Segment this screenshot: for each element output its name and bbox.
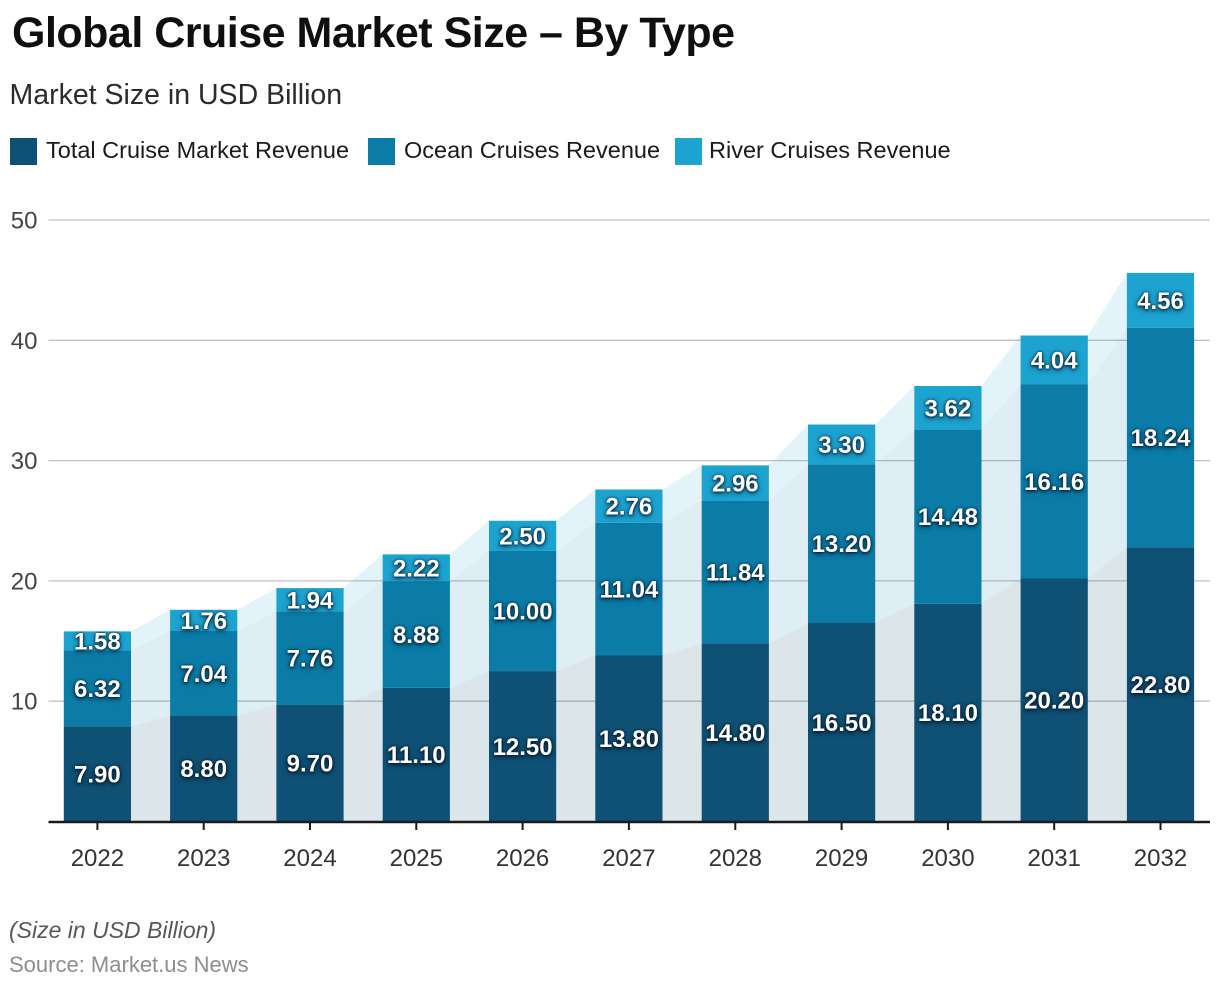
- svg-text:16.50: 16.50: [812, 710, 872, 737]
- svg-text:10: 10: [11, 689, 38, 716]
- svg-text:2030: 2030: [921, 845, 974, 872]
- svg-text:4.04: 4.04: [1031, 347, 1078, 374]
- svg-text:20: 20: [11, 568, 38, 595]
- svg-text:18.10: 18.10: [918, 700, 978, 727]
- svg-text:4.56: 4.56: [1137, 288, 1184, 315]
- svg-text:3.30: 3.30: [818, 432, 865, 459]
- svg-text:11.84: 11.84: [706, 560, 765, 587]
- svg-text:12.50: 12.50: [493, 734, 553, 761]
- svg-text:10.00: 10.00: [493, 599, 553, 626]
- svg-text:3.62: 3.62: [925, 395, 972, 422]
- svg-text:2028: 2028: [709, 845, 762, 872]
- svg-text:2.76: 2.76: [606, 494, 653, 521]
- svg-text:40: 40: [11, 328, 38, 355]
- svg-text:13.20: 13.20: [812, 531, 872, 558]
- svg-text:6.32: 6.32: [74, 676, 121, 703]
- svg-text:30: 30: [11, 448, 38, 475]
- svg-text:16.16: 16.16: [1024, 469, 1084, 496]
- svg-text:7.90: 7.90: [74, 762, 121, 789]
- svg-text:2.22: 2.22: [393, 555, 440, 582]
- svg-text:22.80: 22.80: [1130, 672, 1190, 699]
- svg-text:9.70: 9.70: [287, 751, 334, 778]
- svg-text:8.88: 8.88: [393, 622, 440, 649]
- svg-text:7.76: 7.76: [287, 646, 334, 673]
- svg-text:2027: 2027: [602, 845, 655, 872]
- svg-text:2.96: 2.96: [712, 471, 759, 498]
- svg-text:1.76: 1.76: [180, 608, 227, 635]
- svg-text:8.80: 8.80: [180, 756, 227, 783]
- svg-text:18.24: 18.24: [1130, 425, 1191, 452]
- svg-text:14.48: 14.48: [918, 504, 978, 531]
- svg-text:14.80: 14.80: [705, 720, 765, 747]
- svg-text:20.20: 20.20: [1024, 688, 1084, 715]
- svg-text:2032: 2032: [1134, 845, 1187, 872]
- svg-text:2031: 2031: [1028, 845, 1081, 872]
- svg-text:2025: 2025: [390, 845, 443, 872]
- svg-text:2.50: 2.50: [499, 523, 546, 550]
- svg-text:2022: 2022: [71, 845, 124, 872]
- svg-text:2023: 2023: [177, 845, 230, 872]
- svg-text:1.58: 1.58: [74, 628, 121, 655]
- svg-text:2024: 2024: [283, 845, 336, 872]
- svg-text:1.94: 1.94: [287, 587, 334, 614]
- svg-text:7.04: 7.04: [180, 661, 227, 688]
- svg-text:50: 50: [11, 208, 38, 235]
- svg-text:11.10: 11.10: [387, 742, 446, 769]
- svg-text:13.80: 13.80: [599, 726, 659, 753]
- svg-text:2026: 2026: [496, 845, 549, 872]
- svg-text:2029: 2029: [815, 845, 868, 872]
- svg-text:11.04: 11.04: [600, 577, 659, 604]
